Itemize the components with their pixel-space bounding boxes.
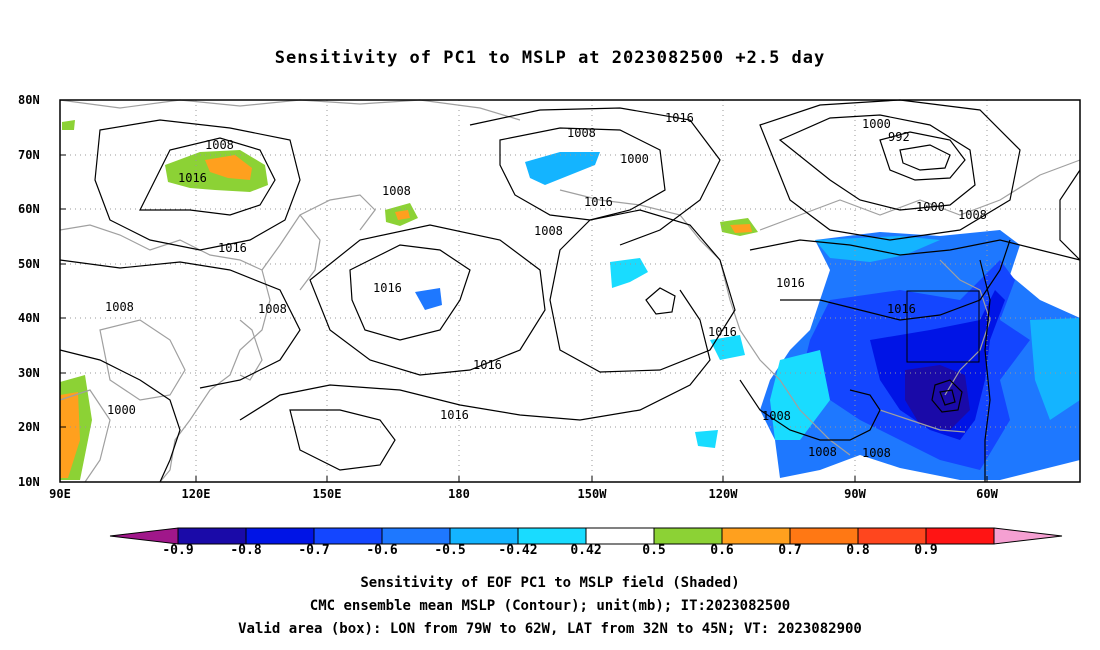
colorbar-label: 0.9 [914, 543, 938, 558]
contour-label: 1016 [665, 111, 694, 125]
contour-label: 1016 [178, 171, 207, 185]
contour-label-group: 1008 1016 1016 1008 1008 1000 1008 1016 … [105, 111, 987, 460]
colorbar-label: 0.5 [642, 543, 666, 558]
contour-label: 1008 [205, 138, 234, 152]
lat-label: 80N [18, 93, 40, 107]
contour-label: 992 [888, 130, 910, 144]
lat-label: 40N [18, 311, 40, 325]
valid-area-box [906, 290, 980, 363]
lon-label: 120W [708, 487, 738, 501]
colorbar-label: 0.8 [846, 543, 870, 558]
lon-label: 120E [181, 487, 211, 501]
colorbar-label: 0.42 [570, 543, 602, 558]
contour-label: 1008 [534, 224, 563, 238]
contour-label: 1016 [473, 358, 502, 372]
lat-label: 60N [18, 202, 40, 216]
contour-label: 1016 [440, 408, 469, 422]
caption-line-1: Sensitivity of EOF PC1 to MSLP field (Sh… [360, 575, 740, 591]
contour-label: 1016 [373, 281, 402, 295]
colorbar-label: -0.7 [298, 543, 330, 558]
contour-label: 1000 [107, 403, 136, 417]
chart-title: Sensitivity of PC1 to MSLP at 2023082500… [274, 48, 826, 68]
contour-label: 1016 [708, 325, 737, 339]
contour-label: 1016 [776, 276, 805, 290]
lon-label: 90W [844, 487, 866, 501]
positive-shading [60, 120, 758, 480]
colorbar-label: -0.9 [162, 543, 194, 558]
colorbar-label: -0.5 [434, 543, 466, 558]
colorbar-label: -0.8 [230, 543, 262, 558]
colorbar-label: -0.42 [498, 543, 538, 558]
contour-label: 1016 [584, 195, 613, 209]
lat-label: 70N [18, 148, 40, 162]
mslp-contours [59, 99, 1081, 483]
lon-label: 150W [577, 487, 607, 501]
contour-label: 1000 [916, 200, 945, 214]
contour-label: 1008 [105, 300, 134, 314]
map-frame [59, 99, 1081, 483]
contour-label: 1008 [958, 208, 987, 222]
lon-label: 180 [448, 487, 470, 501]
contour-label: 1016 [887, 302, 916, 316]
contour-label: 1008 [567, 126, 596, 140]
axis-ticks [60, 154, 988, 482]
contour-label: 1008 [258, 302, 287, 316]
contour-label: 1008 [808, 445, 837, 459]
lon-label: 90E [49, 487, 71, 501]
colorbar-label: -0.6 [366, 543, 398, 558]
contour-label: 1008 [382, 184, 411, 198]
caption-line-3: Valid area (box): LON from 79W to 62W, L… [238, 621, 862, 637]
contour-label: 1000 [862, 117, 891, 131]
contour-label: 1000 [620, 152, 649, 166]
lat-label: 30N [18, 366, 40, 380]
colorbar-label: 0.6 [710, 543, 734, 558]
colorbar-label: 0.7 [778, 543, 802, 558]
sensitivity-shading [415, 152, 1080, 480]
lon-label: 60W [976, 487, 998, 501]
contour-label: 1008 [762, 409, 791, 423]
lon-label: 150E [312, 487, 342, 501]
contour-label: 1008 [862, 446, 891, 460]
caption-line-2: CMC ensemble mean MSLP (Contour); unit(m… [309, 598, 791, 614]
lat-label: 10N [18, 475, 40, 489]
contour-label: 1016 [218, 241, 247, 255]
lat-label: 50N [18, 257, 40, 271]
lat-label: 20N [18, 420, 40, 434]
